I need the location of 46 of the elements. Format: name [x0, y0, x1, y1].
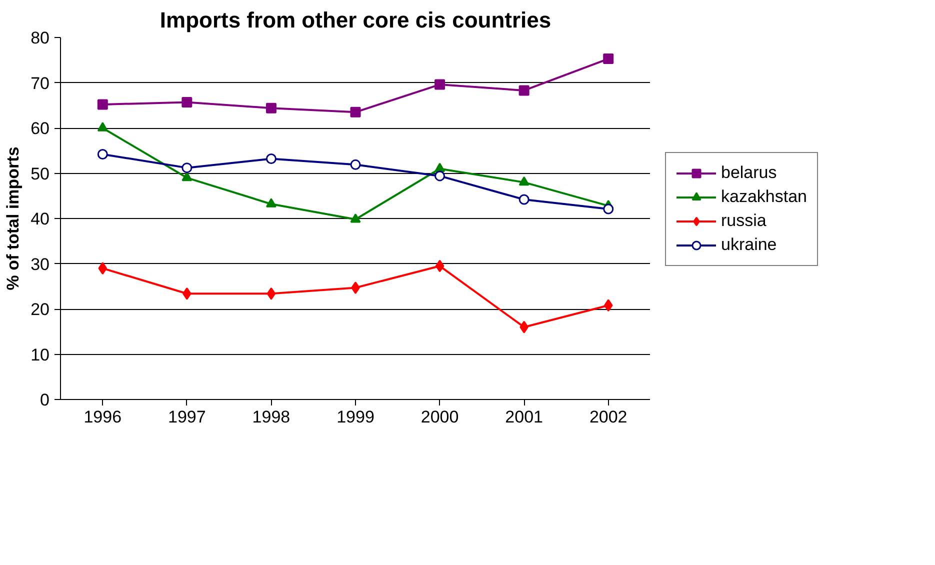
x-tick-label: 1996 [84, 408, 122, 426]
point [350, 213, 361, 223]
point [518, 85, 530, 96]
point [182, 162, 192, 174]
y-tick-label: 30 [30, 254, 50, 274]
y-tick-label: 50 [30, 164, 50, 184]
chart-title: Imports from other core cis countries [160, 8, 552, 32]
x-tick-label: 2001 [505, 408, 543, 426]
point [266, 102, 276, 114]
point [434, 79, 446, 90]
point [604, 299, 613, 312]
point [434, 170, 446, 182]
x-tick-label: 1997 [168, 408, 206, 426]
point [434, 162, 446, 172]
y-tick-label: 70 [30, 74, 50, 93]
point [97, 149, 108, 160]
x-tick-label: 1998 [252, 408, 290, 426]
legend-label: ukraine [721, 235, 777, 255]
legend-label: belarus [721, 163, 777, 183]
x-tick-label: 2002 [589, 408, 628, 426]
point [97, 99, 108, 110]
point [98, 262, 108, 275]
point [182, 172, 192, 182]
y-tick-label: 80 [30, 28, 50, 48]
point [603, 204, 614, 214]
y-tick-label: 0 [40, 390, 50, 410]
y-tick-label: 60 [30, 119, 50, 138]
y-axis-title: % of total imports [4, 146, 23, 290]
point [518, 194, 530, 205]
legend-label: kazakhstan [721, 187, 807, 207]
point [266, 287, 276, 300]
point [350, 106, 361, 118]
y-tick-label: 20 [30, 300, 50, 319]
y-tick-label: 40 [30, 210, 50, 228]
point [435, 260, 444, 272]
y-tick-label: 10 [30, 345, 50, 364]
point [603, 54, 614, 64]
point [97, 122, 108, 132]
point [350, 159, 361, 170]
point [518, 176, 530, 186]
legend-label: russia [721, 211, 766, 231]
x-tick-label: 2000 [420, 408, 459, 426]
point [266, 154, 276, 164]
x-tick-label: 1999 [336, 408, 374, 426]
point [182, 96, 192, 108]
point [266, 198, 276, 208]
